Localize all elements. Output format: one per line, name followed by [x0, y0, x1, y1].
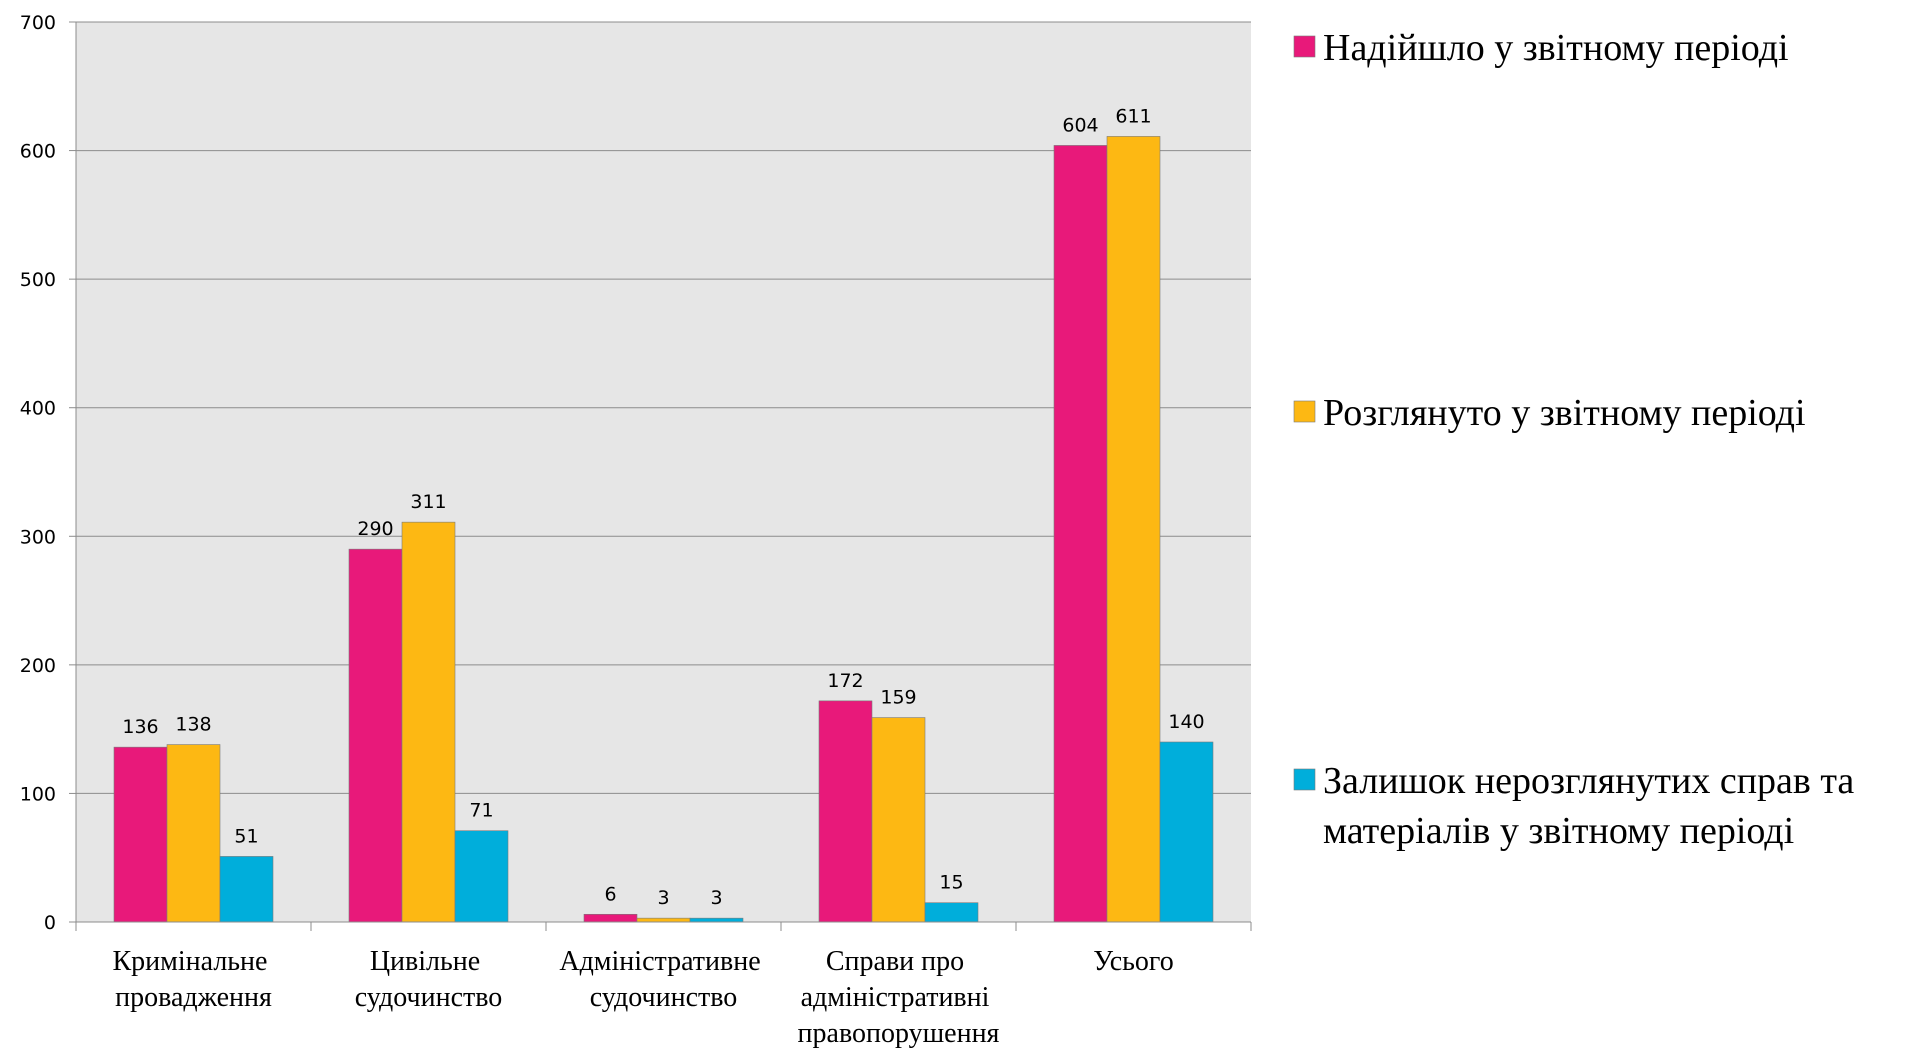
data-label: 140 [1168, 711, 1204, 733]
bar [636, 917, 691, 923]
legend-swatch [1293, 35, 1316, 58]
data-label: 71 [469, 800, 493, 822]
bar [1053, 145, 1108, 923]
data-label: 15 [939, 872, 963, 894]
data-label: 290 [357, 518, 393, 540]
bar [1159, 741, 1214, 923]
y-tick-label: 600 [20, 141, 56, 163]
bar [454, 830, 509, 923]
data-label: 138 [175, 714, 211, 736]
bar [818, 700, 873, 923]
bar [166, 744, 221, 923]
y-tick-label: 500 [20, 269, 56, 291]
legend-label: Надійшло у звітному періоді [1323, 27, 1789, 69]
legend-swatch [1293, 768, 1316, 791]
data-label: 604 [1062, 114, 1098, 136]
bar [689, 917, 744, 923]
bar [401, 521, 456, 923]
y-tick-label: 300 [20, 526, 56, 548]
data-label: 3 [657, 887, 669, 909]
bar [348, 548, 403, 923]
x-tick-label: Адміністративне судочинство [559, 946, 767, 1013]
legend-swatch [1293, 400, 1316, 423]
bar [219, 856, 274, 923]
data-label: 172 [827, 670, 863, 692]
data-label: 3 [710, 887, 722, 909]
y-tick-label: 200 [20, 655, 56, 677]
data-label: 611 [1115, 105, 1151, 127]
y-tick-label: 100 [20, 783, 56, 805]
data-label: 136 [122, 716, 158, 738]
bar [924, 902, 979, 923]
data-label: 311 [410, 491, 446, 513]
data-label: 159 [880, 687, 916, 709]
data-label: 6 [604, 883, 616, 905]
bar [583, 913, 638, 923]
x-tick-label: Цивільне судочинство [355, 946, 503, 1013]
y-tick-label: 0 [44, 912, 56, 934]
y-tick-label: 700 [20, 12, 56, 34]
legend-label: Залишок нерозглянутих справ та матеріалі… [1323, 760, 1864, 852]
bar [1106, 136, 1161, 923]
legend-label: Розглянуто у звітному періоді [1323, 392, 1806, 434]
x-tick-label: Кримінальне провадження [113, 946, 275, 1013]
x-tick-label: Усього [1093, 946, 1173, 977]
data-label: 51 [234, 825, 258, 847]
y-tick-label: 400 [20, 398, 56, 420]
x-tick-label: Справи про адміністративні правопорушенн… [798, 946, 1000, 1049]
bar [871, 717, 926, 923]
bar [113, 746, 168, 923]
